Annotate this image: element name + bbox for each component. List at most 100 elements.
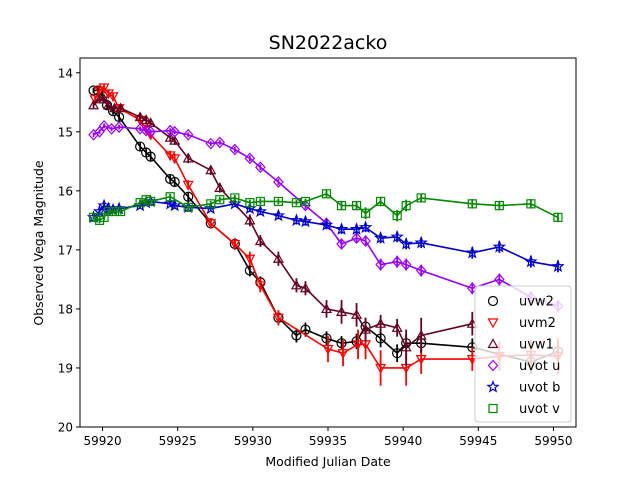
- data-point: [255, 161, 266, 174]
- data-point: [351, 232, 362, 244]
- data-point: [98, 119, 110, 132]
- y-axis: 14 15 16 17 18 19 20: [58, 66, 80, 435]
- legend-label: uvot b: [519, 381, 560, 396]
- data-point: [299, 282, 311, 293]
- data-point: [273, 196, 283, 207]
- data-point: [415, 355, 427, 365]
- data-point: [360, 235, 371, 247]
- data-point: [135, 198, 145, 208]
- data-point: [164, 131, 176, 142]
- data-point: [494, 201, 504, 211]
- data-point: [272, 253, 284, 263]
- data-point: [321, 189, 332, 199]
- data-point: [391, 322, 403, 332]
- legend-item: uvw1: [487, 338, 554, 353]
- data-point: [414, 235, 428, 249]
- data-point: [254, 281, 266, 292]
- data-point: [273, 176, 284, 188]
- data-point: [253, 204, 268, 218]
- data-point: [169, 125, 180, 138]
- data-point: [103, 89, 115, 100]
- series-line: [93, 89, 559, 363]
- data-point: [88, 99, 100, 110]
- data-point: [351, 309, 363, 319]
- data-point: [415, 264, 427, 277]
- y-tick-label: 15: [58, 125, 73, 139]
- series-uvot-v: [88, 189, 563, 225]
- x-tick-label: 59950: [534, 434, 572, 448]
- series-line: [94, 86, 558, 369]
- data-point: [392, 348, 403, 359]
- data-point: [334, 222, 349, 235]
- data-point: [375, 258, 386, 271]
- data-point: [553, 212, 563, 223]
- y-tick-label: 20: [58, 421, 73, 435]
- legend-marker: [488, 403, 498, 414]
- data-point: [360, 323, 372, 334]
- x-axis: 59920 59925 59930 59935 59940 59945 59950: [83, 427, 573, 448]
- data-point: [336, 238, 347, 250]
- data-point: [376, 196, 386, 207]
- data-point: [391, 255, 403, 268]
- data-point: [401, 201, 411, 211]
- data-point: [526, 199, 536, 209]
- legend-item: uvm2: [487, 316, 556, 331]
- y-tick-label: 14: [58, 66, 73, 80]
- legend-marker: [487, 359, 499, 372]
- data-point: [140, 114, 152, 125]
- data-point: [399, 236, 413, 250]
- data-point: [524, 254, 538, 268]
- y-tick-label: 19: [58, 361, 73, 375]
- data-point: [214, 182, 226, 192]
- data-point: [300, 196, 311, 207]
- data-point: [182, 128, 194, 141]
- legend: uvw2 uvm2 uvw1 uvot u uvot b uvot v: [474, 285, 572, 423]
- data-point: [289, 213, 304, 227]
- legend-marker: [487, 318, 499, 329]
- legend-item: uvot u: [487, 359, 560, 374]
- x-tick-label: 59945: [459, 434, 497, 448]
- data-point: [400, 258, 412, 271]
- data-point: [400, 341, 412, 352]
- data-point: [271, 208, 286, 222]
- data-point: [551, 259, 565, 273]
- data-point: [244, 152, 256, 165]
- data-point: [392, 211, 402, 221]
- data-point: [492, 239, 507, 253]
- data-point: [467, 199, 477, 209]
- data-point: [182, 152, 194, 163]
- legend-label: uvm2: [519, 316, 556, 331]
- data-point: [272, 313, 284, 324]
- data-point: [291, 330, 302, 341]
- y-tick-label: 18: [58, 302, 73, 316]
- data-point: [169, 154, 181, 165]
- data-point: [109, 206, 120, 217]
- data-point: [244, 254, 256, 265]
- legend-marker: [486, 379, 500, 393]
- data-point: [415, 329, 427, 340]
- data-point: [115, 206, 126, 217]
- data-point: [336, 338, 347, 349]
- legend-marker: [487, 338, 499, 349]
- data-point: [109, 102, 121, 113]
- data-point: [320, 303, 333, 314]
- data-point: [115, 102, 127, 113]
- data-point: [298, 214, 313, 228]
- data-point: [88, 212, 99, 223]
- legend-box: [474, 285, 572, 423]
- data-point: [494, 273, 505, 286]
- data-point: [321, 333, 332, 344]
- legend-label: uvot u: [519, 359, 560, 374]
- data-point: [145, 125, 156, 138]
- data-point: [182, 180, 194, 191]
- data-point: [205, 164, 217, 175]
- data-point: [230, 193, 240, 203]
- data-point: [300, 199, 311, 212]
- y-tick-label: 17: [58, 243, 73, 257]
- data-point: [103, 206, 114, 217]
- data-point: [168, 198, 182, 212]
- data-point: [291, 198, 302, 208]
- data-point: [360, 208, 371, 218]
- data-point: [290, 279, 302, 290]
- data-point: [465, 245, 479, 259]
